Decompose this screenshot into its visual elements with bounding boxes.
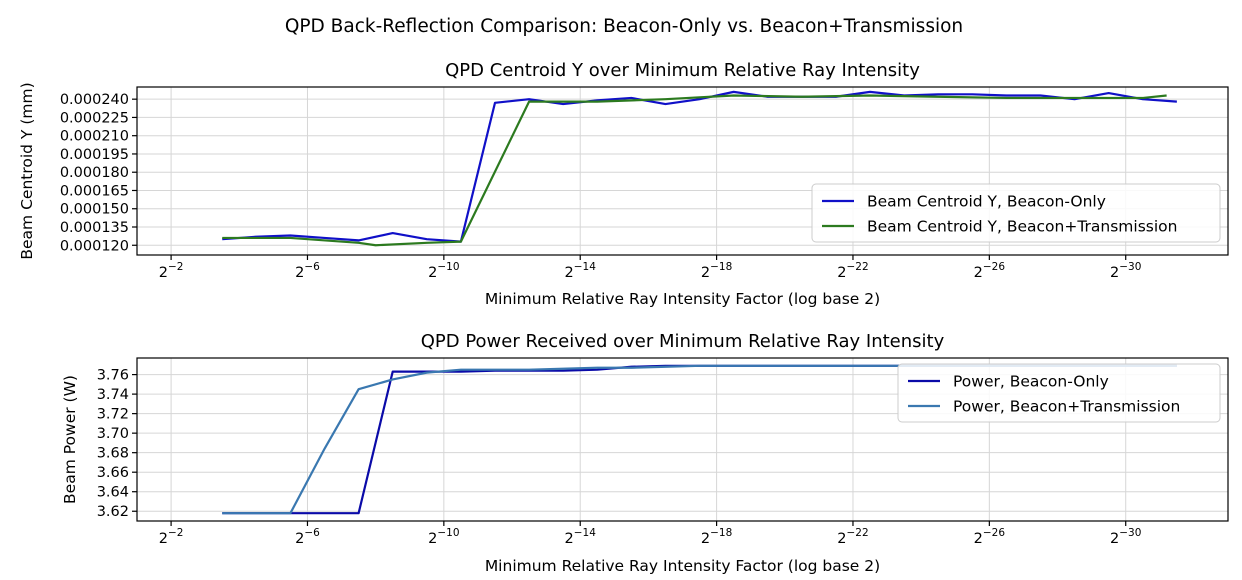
x-tick-label: 2−26 <box>974 527 1006 547</box>
x-tick-base: 2 <box>295 531 304 547</box>
x-tick-label: 2−14 <box>565 527 597 547</box>
legend-label-1: Power, Beacon-Only <box>953 373 1109 391</box>
y-tick-label: 0.000195 <box>60 147 129 163</box>
series-line-1 <box>222 90 1177 243</box>
legend: Beam Centroid Y, Beacon-Only Beam Centroi… <box>811 183 1221 243</box>
x-tick-exponent: −22 <box>847 261 869 273</box>
x-tick-exponent: −6 <box>304 261 320 273</box>
x-tick-base: 2 <box>1110 531 1119 547</box>
x-tick-exponent: −6 <box>304 527 320 539</box>
legend-box <box>811 183 1221 243</box>
y-tick-label: 3.66 <box>97 465 129 481</box>
y-tick-label: 3.64 <box>97 485 129 501</box>
beam-power-chart: 2−2 2−6 2−10 2−14 2−18 2−22 2−26 2−303.623.643.… <box>61 331 1229 575</box>
x-tick-label: 2−6 <box>295 261 320 281</box>
x-tick-label: 2−18 <box>701 261 732 281</box>
x-tick-exponent: −14 <box>574 261 596 273</box>
x-tick-base: 2 <box>159 265 168 281</box>
x-tick-exponent: −2 <box>168 261 183 273</box>
y-axis-label: Beam Centroid Y (mm) <box>18 82 36 259</box>
x-tick-exponent: −10 <box>437 527 459 539</box>
x-tick-base: 2 <box>837 265 846 281</box>
x-tick-base: 2 <box>159 531 168 547</box>
x-axis-label: Minimum Relative Ray Intensity Factor (l… <box>485 557 880 575</box>
x-tick-base: 2 <box>974 265 983 281</box>
chart-title: QPD Power Received over Minimum Relative… <box>421 331 945 352</box>
x-tick-base: 2 <box>837 531 846 547</box>
x-tick-exponent: −26 <box>983 261 1005 273</box>
x-tick-exponent: −14 <box>574 527 596 539</box>
y-tick-label: 3.72 <box>97 407 129 423</box>
y-tick-label: 0.000180 <box>60 165 129 181</box>
y-tick-label: 3.74 <box>97 387 129 403</box>
y-tick-label: 0.000240 <box>60 92 129 108</box>
legend-label-2: Power, Beacon+Transmission <box>953 398 1180 416</box>
figure-suptitle: QPD Back-Reflection Comparison: Beacon-O… <box>285 16 963 37</box>
y-tick-label: 0.000135 <box>60 220 129 236</box>
x-tick-exponent: −22 <box>847 527 869 539</box>
x-axis-label: Minimum Relative Ray Intensity Factor (l… <box>485 290 880 308</box>
x-tick-base: 2 <box>565 265 574 281</box>
legend-label-2: Beam Centroid Y, Beacon+Transmission <box>867 218 1177 236</box>
y-axis-label: Beam Power (W) <box>61 375 79 504</box>
chart-title: QPD Centroid Y over Minimum Relative Ray… <box>445 60 920 81</box>
legend: Power, Beacon-Only Power, Beacon+Transmis… <box>897 363 1221 423</box>
series-line-2 <box>222 94 1167 247</box>
x-tick-base: 2 <box>701 531 710 547</box>
centroid-y-chart: 2−2 2−6 2−10 2−14 2−18 2−22 2−26 2−300.0001200.… <box>18 60 1229 308</box>
y-tick-label: 0.000210 <box>60 129 129 145</box>
legend-label-1: Beam Centroid Y, Beacon-Only <box>867 193 1106 211</box>
legend-box <box>897 363 1221 423</box>
x-tick-label: 2−2 <box>159 527 184 547</box>
x-tick-base: 2 <box>565 531 574 547</box>
x-tick-exponent: −18 <box>710 261 732 273</box>
x-tick-label: 2−10 <box>428 527 459 547</box>
x-tick-base: 2 <box>428 531 437 547</box>
x-tick-exponent: −18 <box>710 527 732 539</box>
x-tick-label: 2−14 <box>565 261 597 281</box>
x-tick-base: 2 <box>701 265 710 281</box>
y-tick-label: 3.76 <box>97 368 129 384</box>
x-tick-label: 2−18 <box>701 527 732 547</box>
y-tick-label: 0.000150 <box>60 202 129 218</box>
x-tick-base: 2 <box>1110 265 1119 281</box>
x-tick-label: 2−30 <box>1110 527 1141 547</box>
x-tick-base: 2 <box>974 531 983 547</box>
y-tick-label: 0.000225 <box>60 110 129 126</box>
y-tick-label: 0.000120 <box>60 238 129 254</box>
x-tick-label: 2−26 <box>974 261 1006 281</box>
y-tick-label: 0.000165 <box>60 183 129 199</box>
x-tick-exponent: −30 <box>1119 527 1141 539</box>
y-tick-label: 3.62 <box>97 504 129 520</box>
x-tick-exponent: −10 <box>437 261 459 273</box>
x-tick-exponent: −30 <box>1119 261 1141 273</box>
x-tick-label: 2−22 <box>837 261 868 281</box>
y-tick-label: 3.68 <box>97 446 129 462</box>
x-tick-base: 2 <box>295 265 304 281</box>
x-tick-exponent: −2 <box>168 527 183 539</box>
x-tick-label: 2−6 <box>295 527 320 547</box>
x-tick-label: 2−10 <box>428 261 459 281</box>
x-tick-label: 2−22 <box>837 527 868 547</box>
x-tick-base: 2 <box>428 265 437 281</box>
x-tick-exponent: −26 <box>983 527 1005 539</box>
plot-frame <box>136 86 1229 256</box>
plot-frame <box>136 357 1229 522</box>
x-tick-label: 2−30 <box>1110 261 1141 281</box>
y-tick-label: 3.70 <box>97 426 129 442</box>
x-tick-label: 2−2 <box>159 261 184 281</box>
